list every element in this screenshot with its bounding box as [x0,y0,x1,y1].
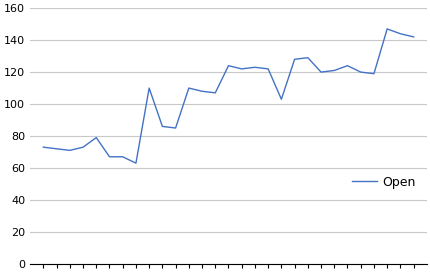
Legend: Open: Open [347,171,420,194]
